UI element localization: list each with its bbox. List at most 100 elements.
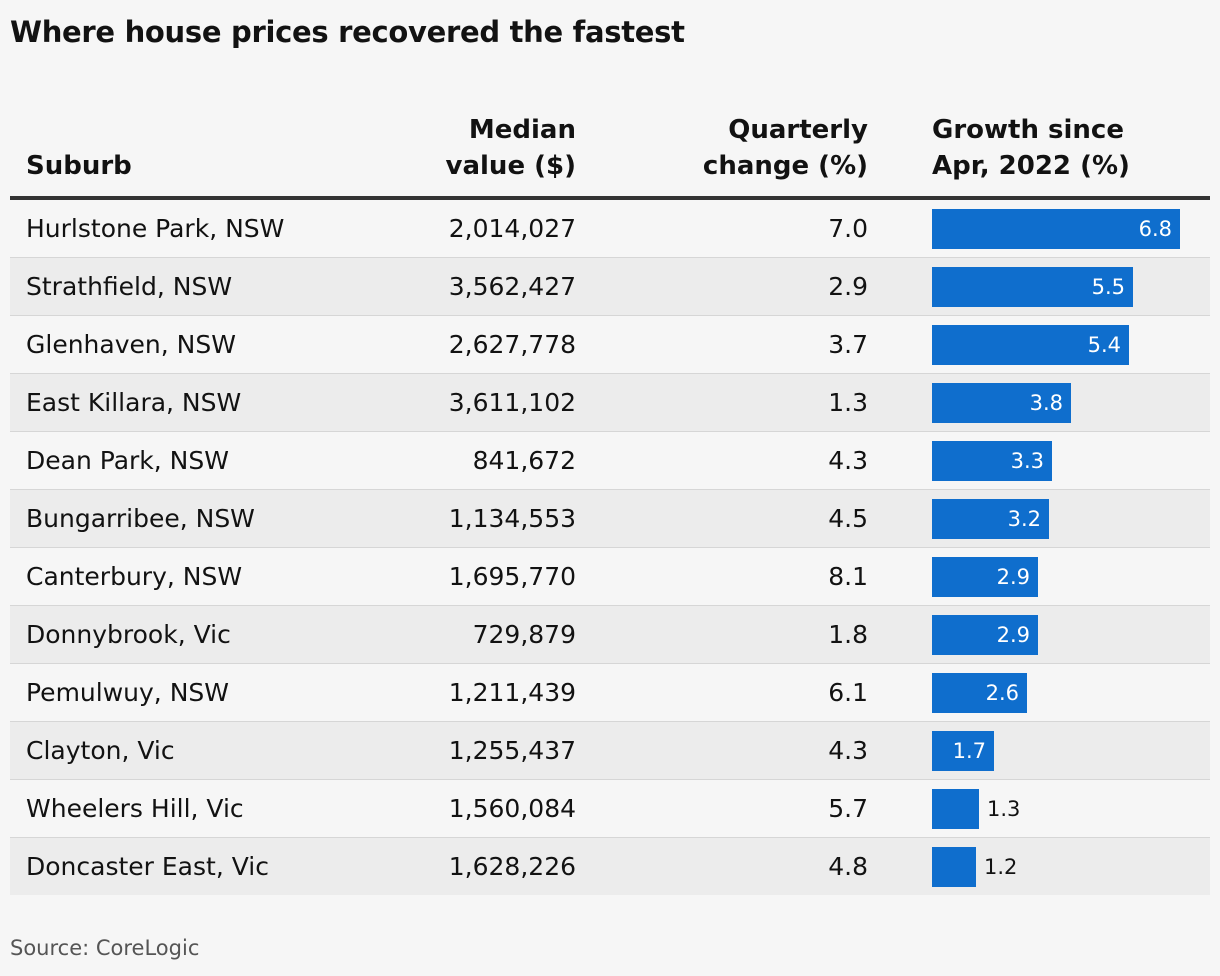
growth-bar-label: 2.6 [985, 681, 1019, 705]
growth-bar [932, 557, 1038, 597]
cell-median-value: 3,611,102 [448, 388, 576, 417]
table-row: Canterbury, NSW 1,695,770 8.1 2.9 [10, 548, 1210, 606]
cell-suburb: Pemulwuy, NSW [26, 678, 229, 707]
cell-median-value: 2,014,027 [448, 214, 576, 243]
cell-quarterly-change: 3.7 [828, 330, 868, 359]
table-row: Wheelers Hill, Vic 1,560,084 5.7 1.3 [10, 780, 1210, 838]
table-row: Strathfield, NSW 3,562,427 2.9 5.5 [10, 258, 1210, 316]
chart-title: Where house prices recovered the fastest [10, 15, 685, 49]
header-median-value: Median value ($) [446, 112, 576, 184]
cell-suburb: Clayton, Vic [26, 736, 175, 765]
cell-quarterly-change: 6.1 [828, 678, 868, 707]
growth-bar-area: 2.9 [932, 615, 1202, 655]
cell-median-value: 1,134,553 [448, 504, 576, 533]
cell-quarterly-change: 4.8 [828, 852, 868, 881]
cell-suburb: Wheelers Hill, Vic [26, 794, 244, 823]
cell-quarterly-change: 8.1 [828, 562, 868, 591]
growth-bar-label: 5.5 [1091, 275, 1125, 299]
growth-bar [932, 441, 1052, 481]
growth-bar-area: 5.4 [932, 325, 1202, 365]
cell-suburb: Canterbury, NSW [26, 562, 243, 591]
table-row: Pemulwuy, NSW 1,211,439 6.1 2.6 [10, 664, 1210, 722]
cell-quarterly-change: 4.3 [828, 446, 868, 475]
growth-bar-area: 3.3 [932, 441, 1202, 481]
growth-bar [932, 731, 994, 771]
growth-bar [932, 847, 976, 887]
cell-median-value: 1,560,084 [448, 794, 576, 823]
cell-median-value: 1,255,437 [448, 736, 576, 765]
table-row: East Killara, NSW 3,611,102 1.3 3.8 [10, 374, 1210, 432]
cell-suburb: East Killara, NSW [26, 388, 242, 417]
cell-suburb: Glenhaven, NSW [26, 330, 236, 359]
table-body: Hurlstone Park, NSW 2,014,027 7.0 6.8 Strath… [10, 200, 1210, 895]
table-row: Clayton, Vic 1,255,437 4.3 1.7 [10, 722, 1210, 780]
growth-bar [932, 673, 1027, 713]
cell-quarterly-change: 4.3 [828, 736, 868, 765]
table-row: Donnybrook, Vic 729,879 1.8 2.9 [10, 606, 1210, 664]
growth-bar [932, 615, 1038, 655]
header-quarterly-line-2: change (%) [702, 151, 868, 181]
header-growth-since: Growth since Apr, 2022 (%) [932, 112, 1130, 184]
growth-bar-label: 2.9 [996, 623, 1030, 647]
growth-bar-label: 6.8 [1138, 217, 1172, 241]
header-growth-line-2: Apr, 2022 (%) [932, 151, 1130, 181]
cell-quarterly-change: 7.0 [828, 214, 868, 243]
table-row: Dean Park, NSW 841,672 4.3 3.3 [10, 432, 1210, 490]
cell-median-value: 729,879 [472, 620, 576, 649]
growth-bar-label: 3.3 [1010, 449, 1044, 473]
table-row: Doncaster East, Vic 1,628,226 4.8 1.2 [10, 838, 1210, 895]
growth-bar [932, 325, 1129, 365]
table-row: Bungarribee, NSW 1,134,553 4.5 3.2 [10, 490, 1210, 548]
cell-suburb: Doncaster East, Vic [26, 852, 269, 881]
header-suburb-line-2: Suburb [26, 151, 132, 181]
cell-median-value: 3,562,427 [448, 272, 576, 301]
growth-bar-label: 1.2 [984, 855, 1018, 879]
header-median-line-1: Median [468, 115, 576, 145]
growth-bar-label: 5.4 [1087, 333, 1121, 357]
cell-median-value: 1,211,439 [448, 678, 576, 707]
source-note: Source: CoreLogic [10, 936, 200, 960]
growth-bar-area: 3.2 [932, 499, 1202, 539]
header-growth-line-1: Growth since [932, 115, 1124, 145]
header-quarterly-change: Quarterly change (%) [703, 112, 868, 184]
growth-bar [932, 499, 1049, 539]
growth-bar [932, 209, 1180, 249]
cell-median-value: 1,628,226 [448, 852, 576, 881]
growth-bar-area: 5.5 [932, 267, 1202, 307]
table-row: Glenhaven, NSW 2,627,778 3.7 5.4 [10, 316, 1210, 374]
cell-suburb: Donnybrook, Vic [26, 620, 231, 649]
cell-quarterly-change: 1.3 [828, 388, 868, 417]
growth-bar-area: 6.8 [932, 209, 1202, 249]
data-table: Suburb Median value ($) Quarterly change… [10, 104, 1210, 895]
cell-suburb: Hurlstone Park, NSW [26, 214, 285, 243]
cell-median-value: 1,695,770 [448, 562, 576, 591]
growth-bar-label: 1.3 [987, 797, 1021, 821]
header-quarterly-line-1: Quarterly [728, 115, 868, 145]
cell-quarterly-change: 5.7 [828, 794, 868, 823]
growth-bar-area: 1.2 [932, 847, 1202, 887]
growth-bar [932, 789, 979, 829]
header-suburb: Suburb [26, 148, 132, 184]
cell-median-value: 2,627,778 [448, 330, 576, 359]
growth-bar-area: 2.6 [932, 673, 1202, 713]
growth-bar-area: 1.7 [932, 731, 1202, 771]
table-row: Hurlstone Park, NSW 2,014,027 7.0 6.8 [10, 200, 1210, 258]
cell-quarterly-change: 2.9 [828, 272, 868, 301]
growth-bar-label: 2.9 [996, 565, 1030, 589]
growth-bar [932, 383, 1071, 423]
growth-bar-area: 3.8 [932, 383, 1202, 423]
cell-quarterly-change: 4.5 [828, 504, 868, 533]
cell-median-value: 841,672 [472, 446, 576, 475]
cell-quarterly-change: 1.8 [828, 620, 868, 649]
growth-bar-label: 3.8 [1029, 391, 1063, 415]
cell-suburb: Strathfield, NSW [26, 272, 233, 301]
growth-bar [932, 267, 1133, 307]
cell-suburb: Bungarribee, NSW [26, 504, 255, 533]
growth-bar-area: 1.3 [932, 789, 1202, 829]
growth-bar-label: 3.2 [1007, 507, 1041, 531]
cell-suburb: Dean Park, NSW [26, 446, 229, 475]
growth-bar-area: 2.9 [932, 557, 1202, 597]
table-header: Suburb Median value ($) Quarterly change… [10, 104, 1210, 200]
growth-bar-label: 1.7 [952, 739, 986, 763]
header-median-line-2: value ($) [445, 151, 576, 181]
